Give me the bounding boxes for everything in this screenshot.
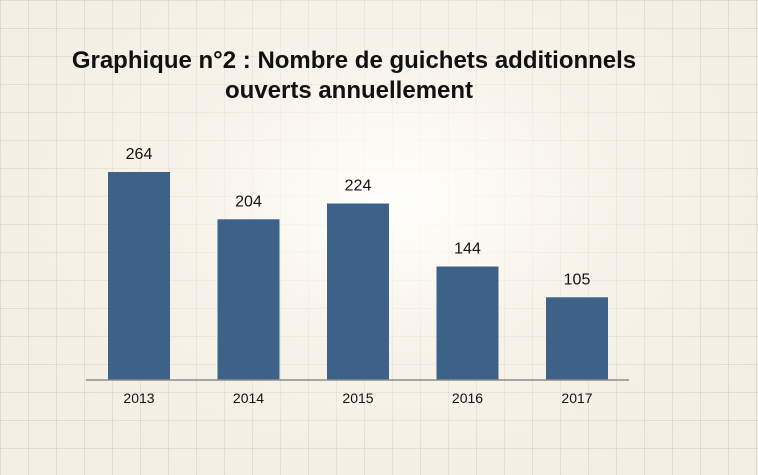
data-label-2016: 144 [454,241,481,258]
chart-title: Graphique n°2 : Nombre de guichets addit… [0,46,758,106]
data-label-2015: 224 [345,178,372,195]
data-label-2013: 264 [126,146,153,163]
data-label-2014: 204 [235,193,262,210]
bar-2017 [546,297,608,380]
x-tick-label-2014: 2014 [233,390,264,406]
x-tick-label-2017: 2017 [561,390,592,406]
x-tick-label-2016: 2016 [452,390,483,406]
x-tick-label-2015: 2015 [342,390,373,406]
x-tick-label-2013: 2013 [123,390,154,406]
bar-2015 [327,203,389,380]
bar-2016 [436,266,499,380]
bar-2014 [217,219,280,380]
bar-2013 [108,172,170,380]
chart-title-line-2: ouverts annuellement [224,77,474,104]
data-label-2017: 105 [564,271,591,288]
chart-title-line-1: Graphique n°2 : Nombre de guichets addit… [71,47,637,74]
